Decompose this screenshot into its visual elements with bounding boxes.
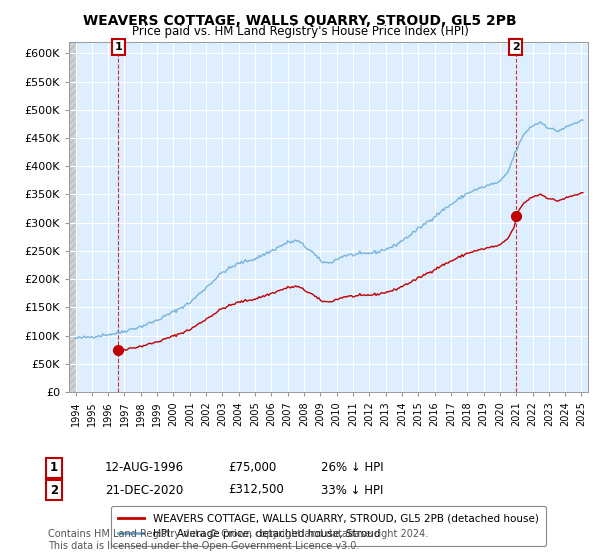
Text: 1: 1 xyxy=(50,461,58,474)
Text: 1: 1 xyxy=(115,42,122,52)
Legend: WEAVERS COTTAGE, WALLS QUARRY, STROUD, GL5 2PB (detached house), HPI: Average pr: WEAVERS COTTAGE, WALLS QUARRY, STROUD, G… xyxy=(111,506,546,546)
Bar xyxy=(67,42,76,392)
Text: 33% ↓ HPI: 33% ↓ HPI xyxy=(321,483,383,497)
Text: Contains HM Land Registry data © Crown copyright and database right 2024.
This d: Contains HM Land Registry data © Crown c… xyxy=(48,529,428,551)
Bar xyxy=(67,42,76,392)
Text: 12-AUG-1996: 12-AUG-1996 xyxy=(105,461,184,474)
Text: £312,500: £312,500 xyxy=(228,483,284,497)
Text: £75,000: £75,000 xyxy=(228,461,276,474)
Text: Price paid vs. HM Land Registry's House Price Index (HPI): Price paid vs. HM Land Registry's House … xyxy=(131,25,469,38)
Text: 2: 2 xyxy=(512,42,520,52)
Text: WEAVERS COTTAGE, WALLS QUARRY, STROUD, GL5 2PB: WEAVERS COTTAGE, WALLS QUARRY, STROUD, G… xyxy=(83,14,517,28)
Text: 26% ↓ HPI: 26% ↓ HPI xyxy=(321,461,383,474)
Text: 2: 2 xyxy=(50,483,58,497)
Text: 21-DEC-2020: 21-DEC-2020 xyxy=(105,483,183,497)
